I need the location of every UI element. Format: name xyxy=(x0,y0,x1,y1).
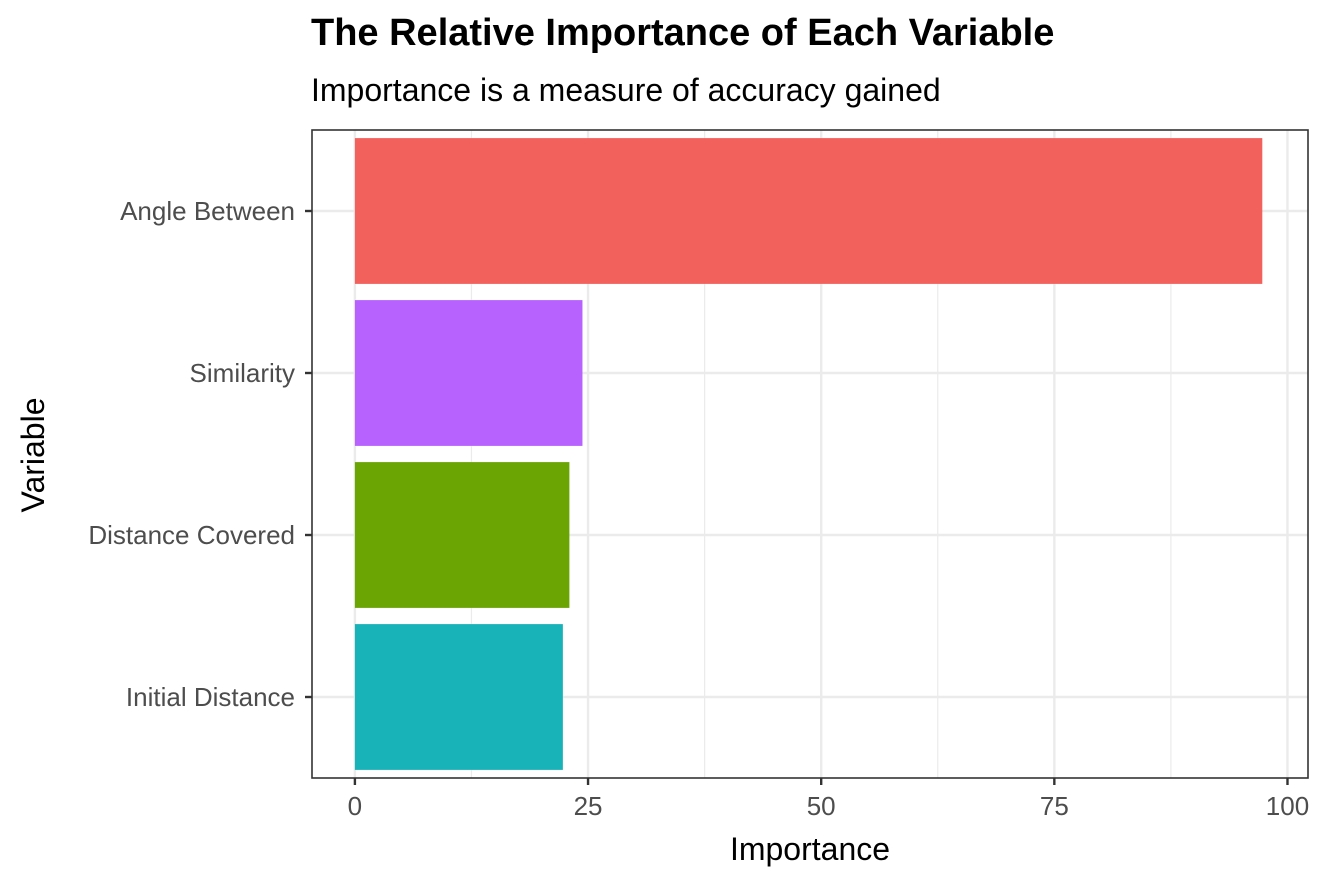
chart-title: The Relative Importance of Each Variable xyxy=(311,12,1055,54)
bars xyxy=(354,138,1263,770)
x-tick-label: 75 xyxy=(1040,791,1069,821)
chart-subtitle: Importance is a measure of accuracy gain… xyxy=(311,72,941,108)
plot-panel-border xyxy=(311,129,1309,779)
x-tick-label: 0 xyxy=(348,791,362,821)
bar xyxy=(354,300,583,446)
x-tick-label: 50 xyxy=(807,791,836,821)
x-tick-label: 100 xyxy=(1266,791,1309,821)
x-axis-title: Importance xyxy=(730,831,890,867)
bar xyxy=(354,138,1263,284)
bar xyxy=(354,462,570,608)
y-tick-label: Similarity xyxy=(190,358,295,388)
y-tick-label: Initial Distance xyxy=(126,682,295,712)
y-tick-label: Distance Covered xyxy=(88,520,295,550)
y-axis: Angle Between Similarity Distance Covered I… xyxy=(88,196,312,712)
y-tick-label: Angle Between xyxy=(120,196,295,226)
x-axis: 0 25 50 75 100 xyxy=(348,778,1309,821)
x-tick-label: 25 xyxy=(574,791,603,821)
y-axis-title: Variable xyxy=(15,397,51,512)
bar xyxy=(354,624,563,770)
